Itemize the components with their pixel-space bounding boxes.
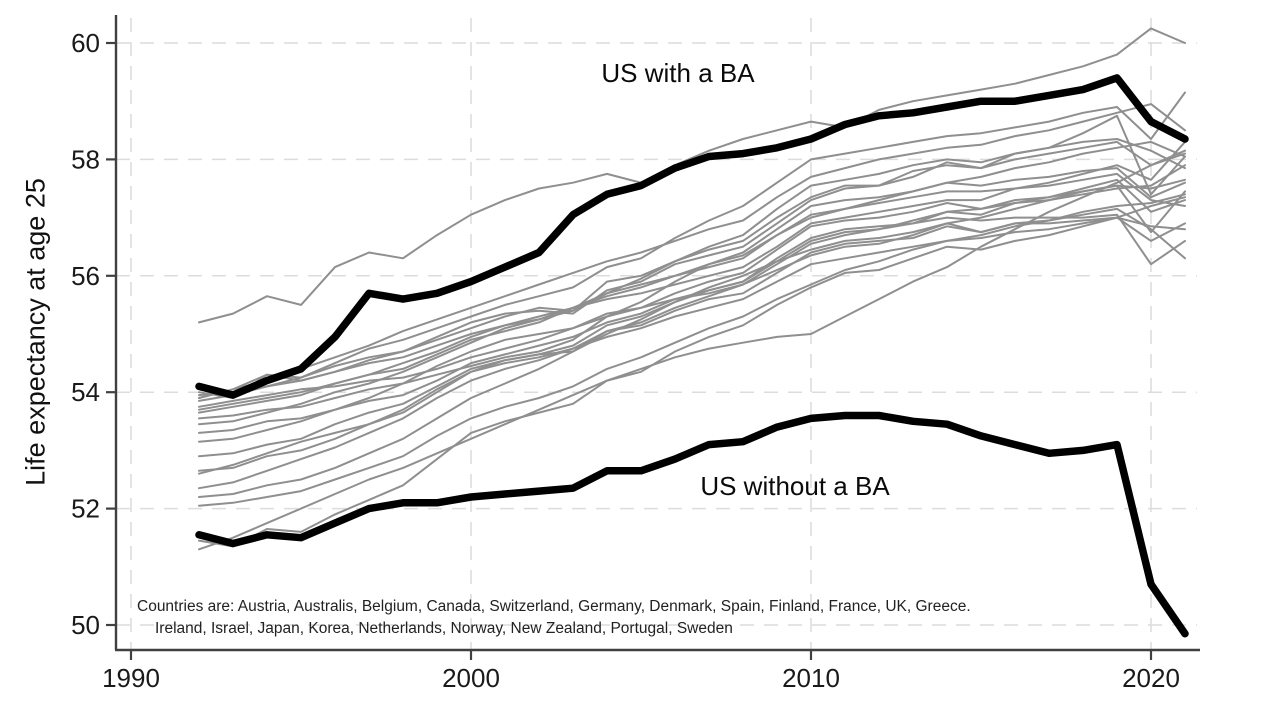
series-line [198, 172, 1186, 411]
series-line [195, 411, 1189, 638]
series-line [198, 178, 1186, 443]
y-tick-label: 58 [71, 144, 100, 174]
series-line [198, 164, 1186, 498]
series-line [198, 152, 1186, 551]
series-line [195, 74, 1189, 399]
series-line [198, 140, 1186, 414]
x-tick-label: 2020 [1122, 663, 1180, 693]
series-line [198, 140, 1186, 402]
y-tick-label: 56 [71, 261, 100, 291]
series-line [198, 27, 1186, 324]
y-axis-title: Life expectancy at age 25 [20, 178, 51, 486]
annotation-us-with-ba: US with a BA [601, 58, 755, 88]
series-line [198, 138, 1186, 426]
y-tick-label: 60 [71, 28, 100, 58]
series-line [198, 193, 1186, 507]
series-line [198, 91, 1186, 399]
series-line [198, 167, 1186, 420]
y-tick-label: 50 [71, 610, 100, 640]
x-tick-label: 2010 [782, 663, 840, 693]
annotation-us-without-ba: US without a BA [700, 471, 890, 501]
countries-note-line-2: Ireland, Israel, Japan, Korea, Netherlan… [155, 620, 733, 637]
x-tick-label: 1990 [102, 663, 160, 693]
series-line [198, 216, 1186, 548]
countries-note-line-1: Countries are: Austria, Australis, Belgi… [137, 598, 971, 615]
series-line [198, 103, 1186, 399]
x-tick-label: 2000 [442, 663, 500, 693]
y-tick-label: 52 [71, 494, 100, 524]
series-line [198, 196, 1186, 475]
series-line [198, 207, 1186, 408]
y-tick-label: 54 [71, 377, 100, 407]
series-line [198, 178, 1186, 490]
